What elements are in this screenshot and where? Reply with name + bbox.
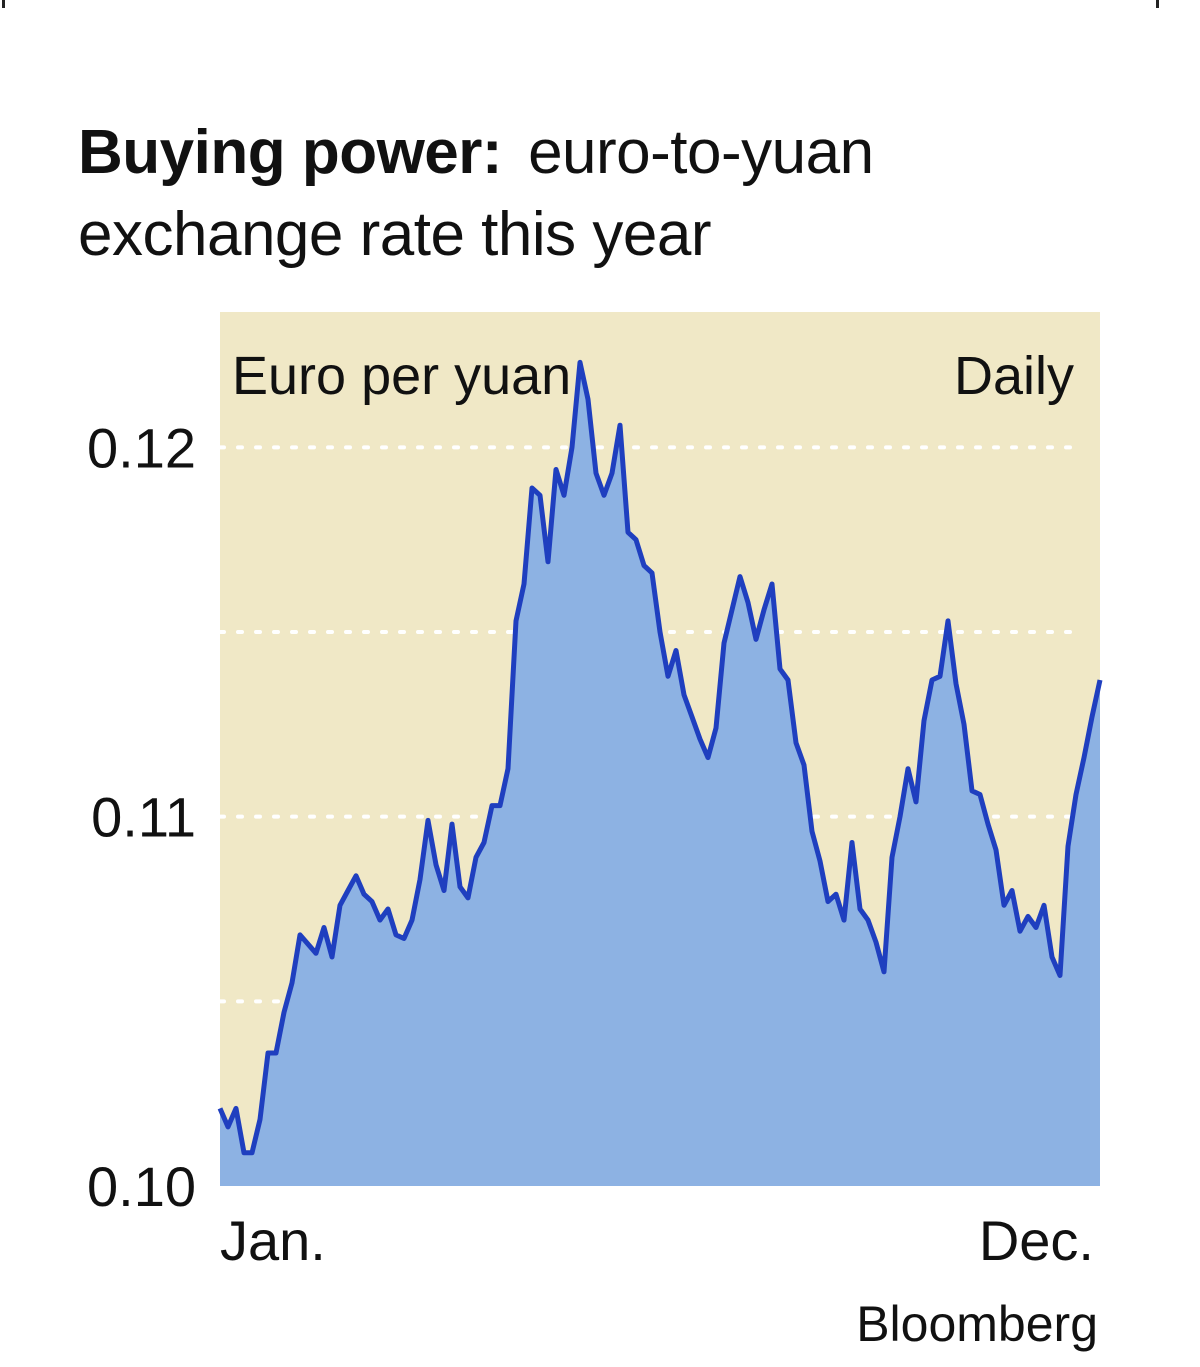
x-tick-label: Dec.	[979, 1209, 1094, 1272]
y-tick-label: 0.12	[87, 416, 196, 479]
chart-title: Buying power: euro-to-yuan exchange rate …	[78, 112, 1138, 276]
chart-title-bold: Buying power:	[78, 118, 503, 187]
y-unit-label: Euro per yuan	[232, 346, 571, 406]
frequency-label: Daily	[954, 346, 1074, 406]
series-line	[217, 359, 1103, 1156]
x-tick-labels: Jan. Dec.	[220, 1209, 1094, 1272]
y-tick-label: 0.10	[87, 1155, 196, 1218]
top-edge-mark-right	[1156, 0, 1159, 8]
y-tick-label: 0.11	[91, 786, 196, 849]
source-label: Bloomberg	[856, 1296, 1098, 1352]
area-fill	[220, 362, 1100, 1186]
top-edge-mark-left	[2, 0, 5, 8]
x-tick-label: Jan.	[220, 1209, 326, 1272]
y-tick-labels: 0.10 0.11 0.12	[87, 416, 196, 1218]
chart-title-rest: euro-to-yuan exchange rate this year	[78, 118, 874, 269]
